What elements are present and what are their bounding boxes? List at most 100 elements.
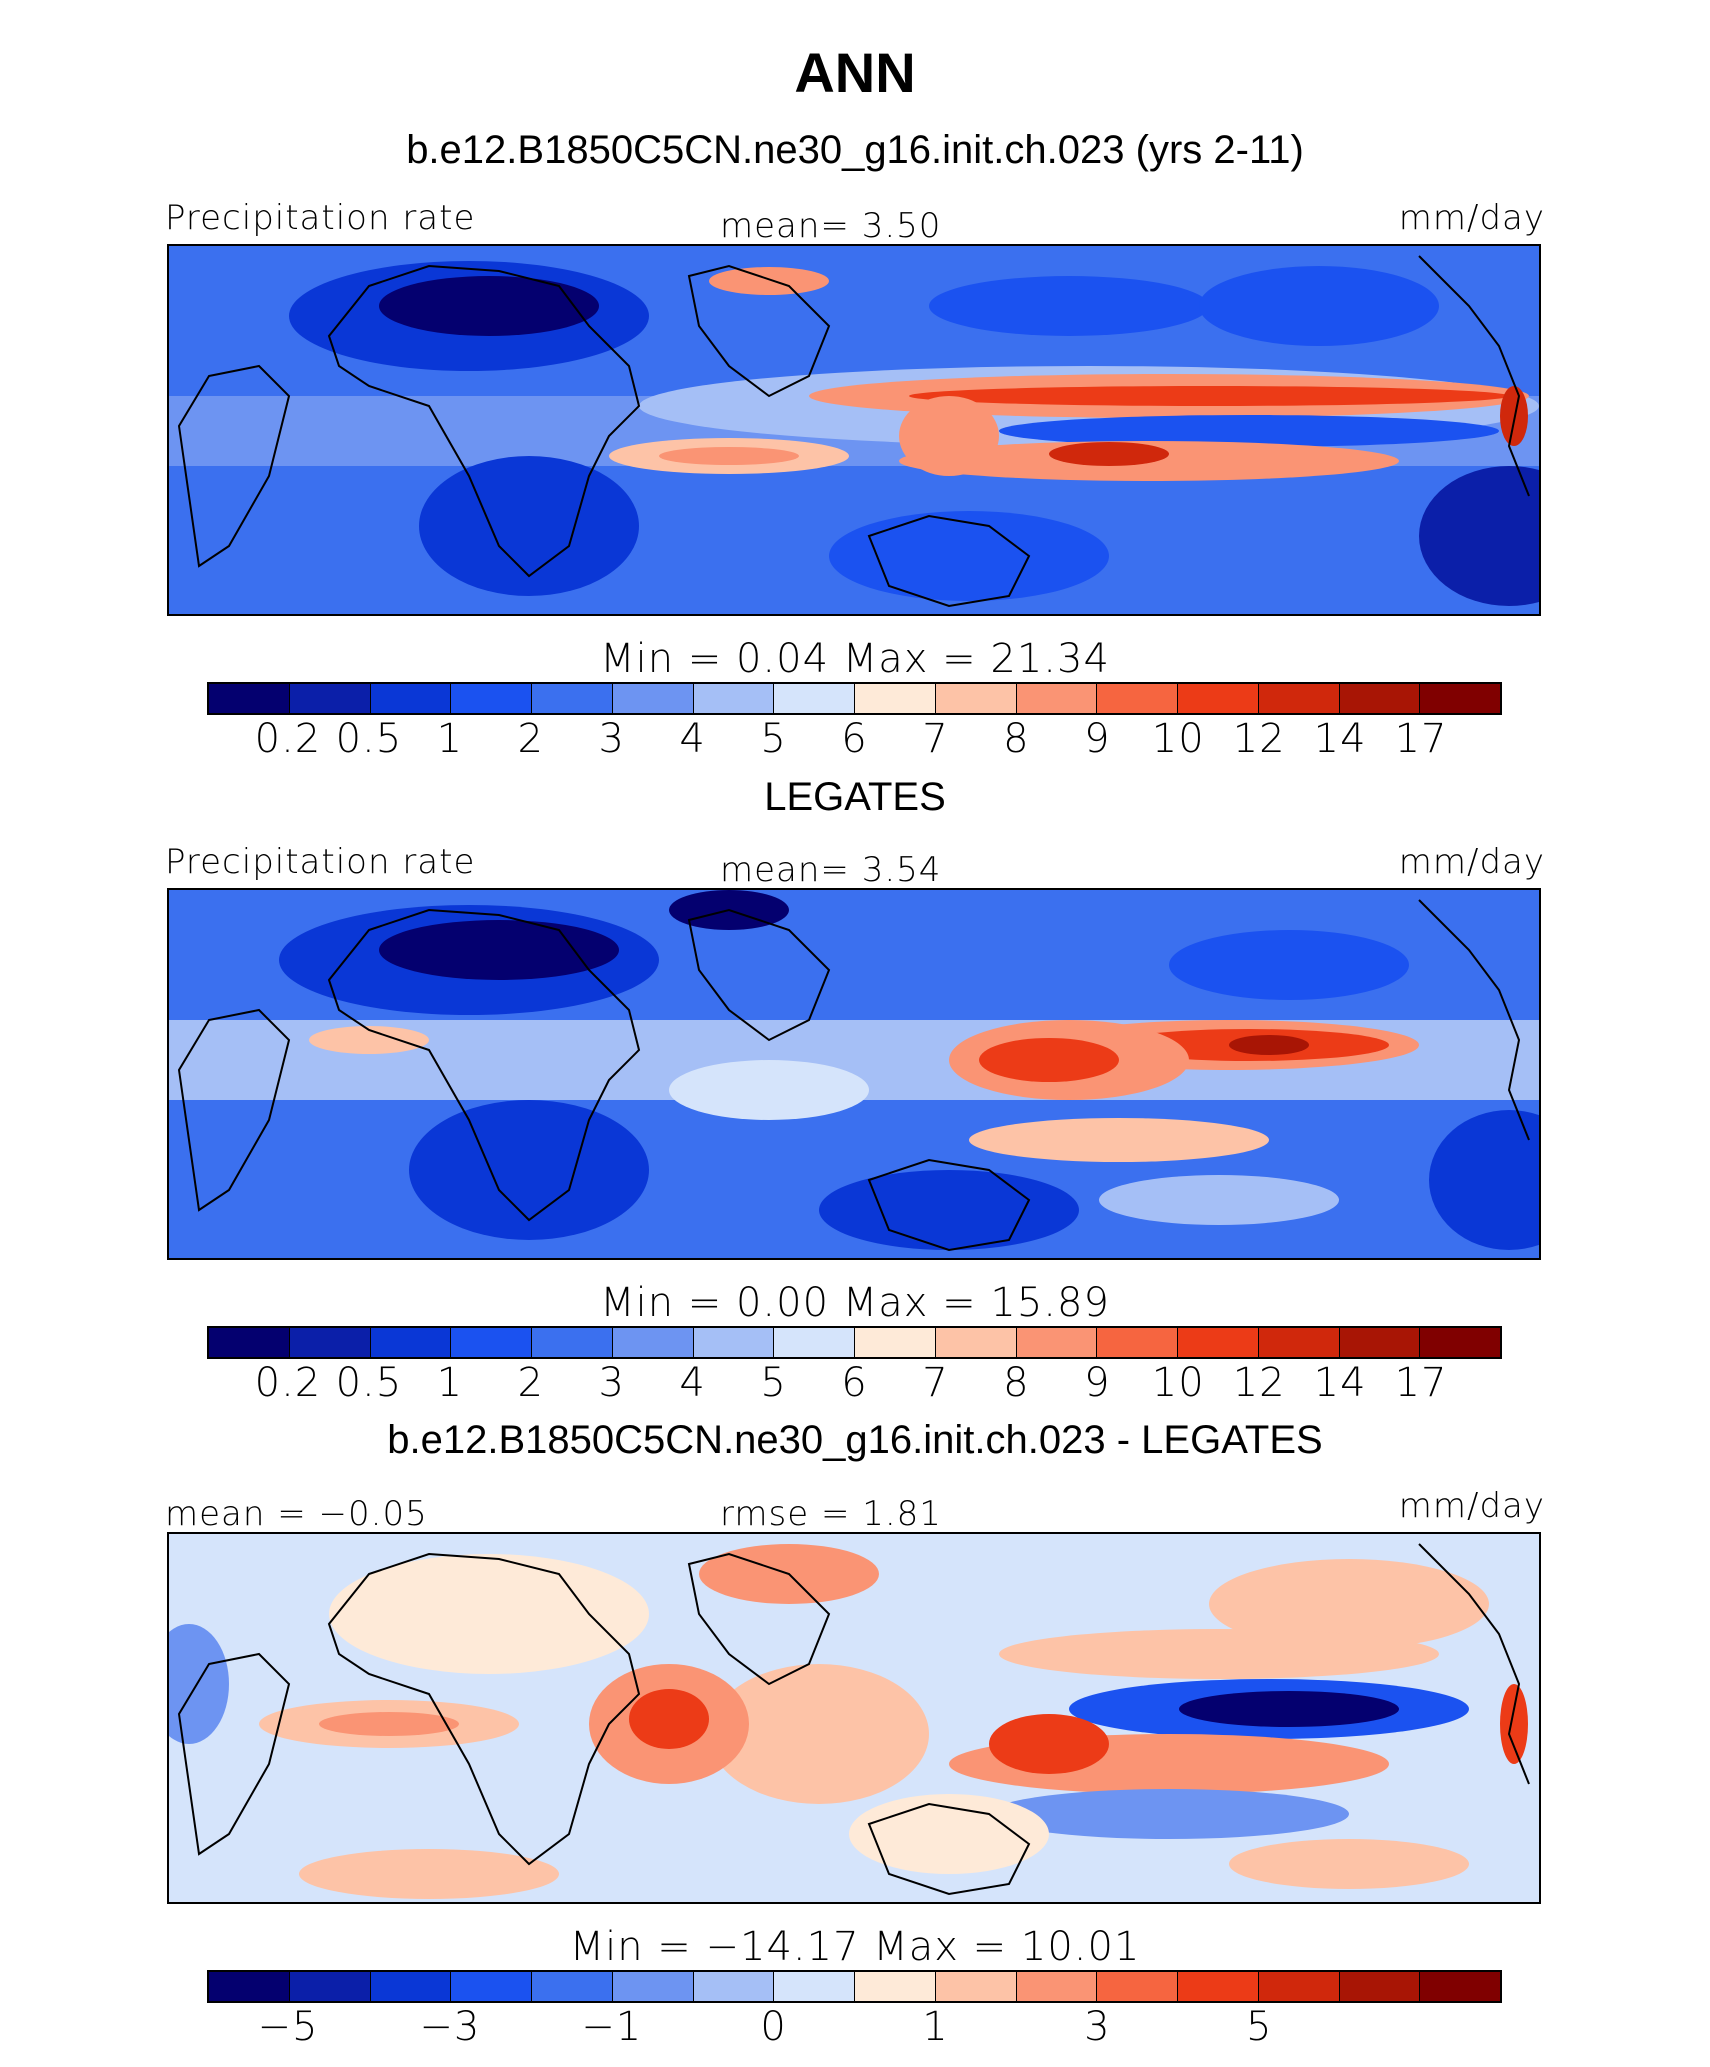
colorbar-swatch: [935, 1972, 1017, 2001]
colorbar-swatch: [855, 1972, 936, 2001]
subtitle-model: b.e12.B1850C5CN.ne30_g16.init.ch.023 (yr…: [406, 128, 1304, 172]
colorbar-swatch: [1178, 1972, 1259, 2001]
colorbar-swatch: [1016, 1972, 1098, 2001]
colorbar-swatch: [1258, 684, 1340, 713]
label-mean-obs: mean= 3.54: [720, 850, 942, 890]
colorbar-tick-label: 1: [436, 716, 464, 762]
colorbar-tick-label: 7: [922, 1360, 949, 1406]
colorbar-tick-label: 0.5: [335, 1360, 403, 1406]
colorbar-tick-label: 14: [1313, 1360, 1367, 1406]
colorbar-tick-label: 1: [436, 1360, 464, 1406]
colorbar-tick-label: 9: [1084, 716, 1111, 762]
colorbar-tick-label: 0.2: [254, 716, 322, 762]
colorbar-swatch: [209, 1328, 290, 1357]
colorbar-swatch: [1339, 1972, 1421, 2001]
subtitle-obs: LEGATES: [764, 775, 946, 819]
colorbar-tick-label: 8: [1003, 1360, 1030, 1406]
colorbar-swatch: [289, 1328, 371, 1357]
colorbar-tick-label: 0: [760, 2004, 787, 2050]
colorbar-ticks-model: 0.2 0.5 1 2 3 4 5 6 7 8 9 10 12 14 17: [207, 716, 1502, 762]
colorbar-swatch: [209, 684, 290, 713]
colorbar-swatch: [612, 1972, 694, 2001]
colorbar-tick-label: 0.2: [254, 1360, 322, 1406]
colorbar-swatch: [774, 1328, 855, 1357]
colorbar-tick-label: 3: [1084, 2004, 1111, 2050]
colorbar-swatch: [1097, 684, 1178, 713]
main-title: ANN: [794, 41, 916, 104]
colorbar-swatch: [1339, 1328, 1421, 1357]
label-mean-model: mean= 3.50: [720, 206, 942, 246]
colorbar-swatch: [612, 684, 694, 713]
colorbar-tick-label: 10: [1151, 716, 1205, 762]
colorbar-ticks-obs: 0.2 0.5 1 2 3 4 5 6 7 8 9 10 12 14 17: [207, 1360, 1502, 1406]
colorbar-swatch: [612, 1328, 694, 1357]
label-variable-model: Precipitation rate: [165, 198, 476, 238]
colorbar-swatch: [855, 1328, 936, 1357]
minmax-diff: Min = −14.17 Max = 10.01: [569, 1924, 1141, 1970]
colorbar-swatch: [693, 684, 775, 713]
colorbar-obs: [207, 1326, 1502, 1359]
label-variable-obs: Precipitation rate: [165, 842, 476, 882]
colorbar-tick-label: 7: [922, 716, 949, 762]
colorbar-tick-label: 17: [1394, 716, 1448, 762]
colorbar-swatch: [1016, 684, 1098, 713]
colorbar-swatch: [1016, 1328, 1098, 1357]
colorbar-swatch: [693, 1328, 775, 1357]
colorbar-swatch: [451, 684, 532, 713]
colorbar-tick-label: 2: [517, 716, 544, 762]
colorbar-swatch: [693, 1972, 775, 2001]
colorbar-tick-label: 3: [598, 1360, 625, 1406]
colorbar-tick-label: 3: [598, 716, 625, 762]
colorbar-tick-label: −1: [581, 2004, 643, 2050]
colorbar-tick-label: 4: [679, 1360, 706, 1406]
colorbar-swatch: [1258, 1972, 1340, 2001]
colorbar-tick-label: 4: [679, 716, 706, 762]
colorbar-swatch: [209, 1972, 290, 2001]
label-units-diff: mm/day: [1398, 1486, 1545, 1526]
colorbar-tick-label: 5: [760, 1360, 787, 1406]
colorbar-tick-label: 12: [1232, 716, 1286, 762]
colorbar-swatch: [532, 1972, 613, 2001]
colorbar-swatch: [370, 684, 452, 713]
colorbar-swatch: [532, 1328, 613, 1357]
colorbar-tick-label: 12: [1232, 1360, 1286, 1406]
colorbar-swatch: [774, 684, 855, 713]
colorbar-swatch: [451, 1972, 532, 2001]
map-panel-model: [167, 244, 1541, 616]
colorbar-swatch: [855, 684, 936, 713]
colorbar-swatch: [1097, 1328, 1178, 1357]
colorbar-tick-label: 5: [1245, 2004, 1273, 2050]
colorbar-tick-label: 2: [517, 1360, 544, 1406]
label-units-obs: mm/day: [1398, 842, 1545, 882]
colorbar-model: [207, 682, 1502, 715]
colorbar-tick-label: 17: [1394, 1360, 1448, 1406]
colorbar-swatch: [1420, 1972, 1500, 2001]
colorbar-tick-label: 1: [922, 2004, 949, 2050]
colorbar-swatch: [1178, 1328, 1259, 1357]
colorbar-swatch: [774, 1972, 855, 2001]
colorbar-tick-label: 10: [1151, 1360, 1205, 1406]
colorbar-swatch: [935, 684, 1017, 713]
colorbar-tick-label: 0.5: [335, 716, 403, 762]
colorbar-tick-label: 6: [841, 1360, 868, 1406]
colorbar-swatch: [370, 1972, 452, 2001]
colorbar-tick-label: 6: [841, 716, 868, 762]
colorbar-swatch: [370, 1328, 452, 1357]
colorbar-tick-label: −5: [257, 2004, 319, 2050]
colorbar-tick-label: 5: [760, 716, 787, 762]
label-units-model: mm/day: [1398, 198, 1545, 238]
colorbar-swatch: [1178, 684, 1259, 713]
colorbar-ticks-diff: −5 −3 −1 0 1 3 5: [207, 2004, 1502, 2050]
colorbar-swatch: [451, 1328, 532, 1357]
map-panel-diff: [167, 1532, 1541, 1904]
colorbar-swatch: [289, 1972, 371, 2001]
colorbar-tick-label: −3: [419, 2004, 481, 2050]
colorbar-swatch: [289, 684, 371, 713]
colorbar-swatch: [1420, 1328, 1500, 1357]
label-mean-diff: mean = −0.05: [165, 1494, 428, 1534]
colorbar-tick-label: 8: [1003, 716, 1030, 762]
colorbar-tick-label: 9: [1084, 1360, 1111, 1406]
colorbar-swatch: [532, 684, 613, 713]
minmax-model: Min = 0.04 Max = 21.34: [600, 636, 1110, 682]
colorbar-swatch: [1420, 684, 1500, 713]
